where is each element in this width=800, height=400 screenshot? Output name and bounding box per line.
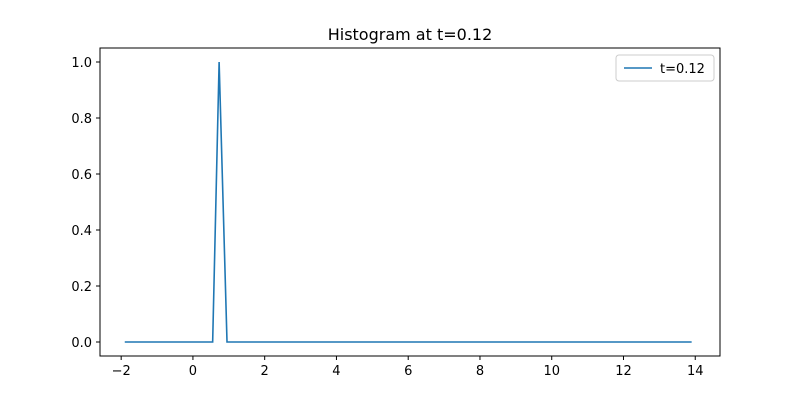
y-tick-label: 0.6 — [71, 168, 92, 183]
x-tick-label: 12 — [615, 364, 632, 379]
y-tick-label: 0.2 — [71, 280, 92, 295]
y-axis: 0.0 0.2 0.4 0.6 0.8 1.0 — [71, 56, 100, 351]
x-tick-label: 6 — [404, 364, 412, 379]
plot-frame — [99, 47, 721, 357]
legend: t=0.12 — [615, 54, 715, 82]
legend-label: t=0.12 — [660, 62, 705, 77]
chart-title: Histogram at t=0.12 — [328, 25, 493, 44]
x-tick-label: 14 — [687, 364, 704, 379]
legend-box — [615, 54, 715, 82]
x-axis: −2 0 2 4 6 8 10 12 14 — [112, 356, 704, 379]
series-line — [124, 61, 692, 343]
y-tick-label: 0.8 — [71, 112, 92, 127]
y-tick-label: 0.4 — [71, 224, 92, 239]
y-tick-label: 1.0 — [71, 56, 92, 71]
y-tick-label: 0.0 — [71, 336, 92, 351]
x-tick-label: 8 — [476, 364, 484, 379]
x-tick-label: 0 — [189, 364, 197, 379]
x-tick-label: 2 — [261, 364, 269, 379]
plot-area — [124, 61, 692, 343]
x-tick-label: 10 — [543, 364, 560, 379]
x-tick-label: −2 — [112, 364, 131, 379]
x-tick-label: 4 — [332, 364, 340, 379]
